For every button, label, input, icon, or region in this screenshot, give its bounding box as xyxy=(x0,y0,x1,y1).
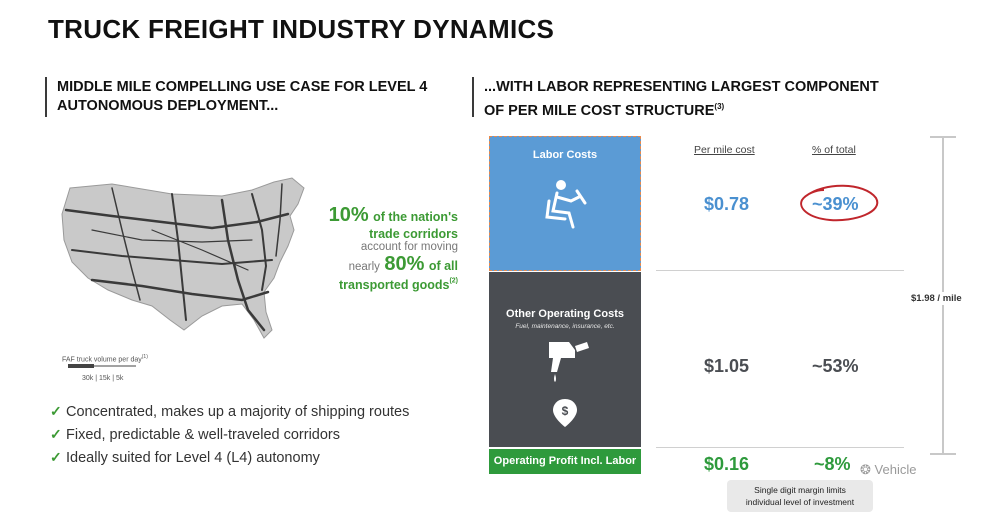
stat-line3: account for moving xyxy=(360,241,458,253)
stat-line2: trade corridors xyxy=(369,227,458,241)
col-head-pct: % of total xyxy=(812,144,856,156)
stat-note: (2) xyxy=(449,277,458,285)
bullet-text: Fixed, predictable & well-traveled corri… xyxy=(66,426,340,443)
driver-icon xyxy=(545,180,587,229)
check-icon: ✓ xyxy=(50,426,62,442)
map-legend-title: FAF truck volume per day(1) xyxy=(62,354,148,363)
svg-text:$: $ xyxy=(562,404,569,418)
profit-pct-value: ~8% xyxy=(814,454,851,474)
stat-pct1-text: of the nation's xyxy=(373,210,458,224)
left-heading-line1: MIDDLE MILE COMPELLING USE CASE FOR LEVE… xyxy=(57,79,428,95)
stat-prefix4: nearly xyxy=(348,261,380,273)
fuel-nozzle-icon xyxy=(549,342,589,382)
map-legend-values: 30k | 15k | 5k xyxy=(82,375,124,382)
profit-segment: Operating Profit Incl. Labor xyxy=(489,449,641,474)
bullet-text: Ideally suited for Level 4 (L4) autonomy xyxy=(66,449,320,466)
map-legend-note: (1) xyxy=(141,354,148,360)
labor-cost-value: $0.78 xyxy=(704,194,750,214)
bullet-text: Concentrated, makes up a majority of shi… xyxy=(66,403,410,420)
col-head-cost: Per mile cost xyxy=(694,144,755,156)
wechat-icon: ❂ xyxy=(860,462,871,477)
bullet-item: ✓ Ideally suited for Level 4 (L4) autonom… xyxy=(50,446,409,469)
stat-pct2-text: of all xyxy=(428,259,458,273)
stat-pct1: 10% xyxy=(328,204,369,226)
check-icon: ✓ xyxy=(50,403,62,419)
other-sublabel: Fuel, maintenance, insurance, etc. xyxy=(515,323,615,330)
other-cost-segment: Other Operating Costs Fuel, maintenance,… xyxy=(489,272,641,447)
left-heading-line2: AUTONOMOUS DEPLOYMENT... xyxy=(57,98,279,114)
bullet-item: ✓ Concentrated, makes up a majority of sh… xyxy=(50,400,409,423)
watermark: ❂ Vehicle xyxy=(860,462,916,478)
bullet-list: ✓ Concentrated, makes up a majority of sh… xyxy=(50,400,409,469)
map-legend-scale xyxy=(68,364,136,368)
right-section-heading: ...WITH LABOR REPRESENTING LARGEST COMPO… xyxy=(484,78,879,121)
bullet-item: ✓ Fixed, predictable & well-traveled corr… xyxy=(50,423,409,446)
other-cost-value: $1.05 xyxy=(704,356,750,376)
total-bracket-bottom xyxy=(930,453,956,455)
dollar-pin-icon: $ xyxy=(553,399,577,427)
note-line1: Single digit margin limits xyxy=(754,485,846,495)
labor-label: Labor Costs xyxy=(532,149,598,161)
stat-pct2: 80% xyxy=(384,253,425,275)
total-bracket-top xyxy=(930,136,956,138)
stat-line5: transported goods xyxy=(339,278,450,292)
page-title: TRUCK FREIGHT INDUSTRY DYNAMICS xyxy=(48,14,555,44)
watermark-text: Vehicle xyxy=(874,462,917,477)
note-line2: individual level of investment xyxy=(745,497,855,507)
check-icon: ✓ xyxy=(50,449,62,465)
left-section-bar xyxy=(45,77,47,117)
map-legend-title-text: FAF truck volume per day xyxy=(62,356,142,364)
right-section-bar xyxy=(472,77,474,117)
us-freight-map xyxy=(61,177,305,339)
right-heading-line1: ...WITH LABOR REPRESENTING LARGEST COMPO… xyxy=(484,79,879,95)
right-heading-note: (3) xyxy=(714,102,725,111)
other-pct-value: ~53% xyxy=(812,356,859,376)
corridor-stat: 10% of the nation's trade corridors acco… xyxy=(308,204,458,294)
highlight-circle xyxy=(800,184,879,222)
other-label: Other Operating Costs xyxy=(506,308,624,320)
left-section-heading: MIDDLE MILE COMPELLING USE CASE FOR LEVE… xyxy=(57,78,427,116)
margin-note: Single digit margin limits individual le… xyxy=(727,480,873,512)
labor-cost-segment: Labor Costs xyxy=(489,136,641,271)
labor-pct-value: ~39% xyxy=(812,194,859,214)
right-heading-line2: OF PER MILE COST STRUCTURE xyxy=(484,102,715,119)
total-cost-label: $1.98 / mile xyxy=(909,292,964,305)
divider xyxy=(656,447,904,448)
divider xyxy=(656,270,904,271)
profit-cost-value: $0.16 xyxy=(704,454,750,474)
